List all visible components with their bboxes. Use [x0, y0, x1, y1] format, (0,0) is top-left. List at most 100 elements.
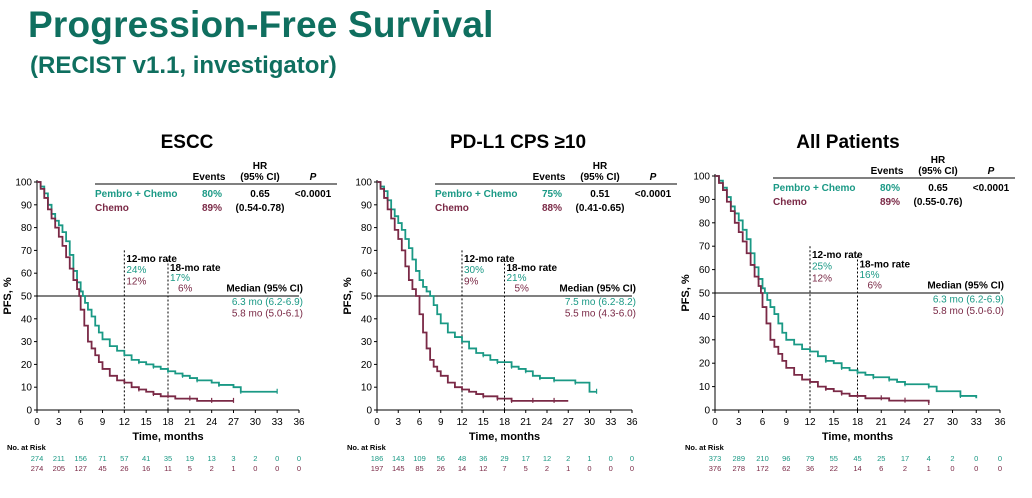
- rate12-label: 12-mo rate: [812, 250, 863, 261]
- risk-chemo-value: 1: [566, 464, 570, 473]
- y-tick-label: 20: [699, 359, 711, 370]
- ci-header: (95% CI): [918, 166, 957, 177]
- y-tick-label: 90: [21, 200, 33, 211]
- risk-chemo-value: 0: [587, 464, 591, 473]
- events-chemo: 88%: [542, 203, 562, 214]
- events-chemo: 89%: [202, 203, 222, 214]
- risk-chemo-value: 22: [830, 464, 838, 473]
- median-header: Median (95% CI): [927, 280, 1004, 291]
- x-tick-label: 6: [417, 417, 423, 428]
- rate18-pembro: 17%: [170, 273, 190, 284]
- x-tick-label: 36: [293, 417, 305, 428]
- x-tick-label: 30: [584, 417, 596, 428]
- km-curve-pembro: [715, 175, 978, 399]
- risk-chemo-value: 0: [974, 464, 978, 473]
- y-tick-label: 20: [361, 360, 373, 371]
- y-tick-label: 100: [693, 172, 710, 183]
- y-tick-label: 100: [15, 178, 32, 189]
- median-header: Median (95% CI): [559, 283, 636, 294]
- risk-chemo-value: 0: [630, 464, 634, 473]
- median-chemo: 5.8 mo (5.0-6.1): [232, 309, 303, 320]
- risk-pembro-value: 41: [142, 454, 150, 463]
- risk-chemo-value: 0: [253, 464, 257, 473]
- risk-chemo-value: 0: [297, 464, 301, 473]
- rate12-label: 12-mo rate: [464, 254, 515, 265]
- x-tick-label: 6: [760, 417, 766, 428]
- y-tick-label: 60: [361, 269, 373, 280]
- p-value: <0.0001: [295, 189, 332, 200]
- y-tick-label: 70: [21, 246, 33, 257]
- risk-chemo-value: 127: [74, 464, 87, 473]
- x-tick-label: 3: [56, 417, 62, 428]
- risk-pembro-value: 55: [830, 454, 838, 463]
- risk-pembro-value: 0: [275, 454, 279, 463]
- y-tick-label: 30: [21, 337, 33, 348]
- risk-chemo-value: 45: [98, 464, 106, 473]
- x-tick-label: 6: [78, 417, 84, 428]
- legend-pembro: Pembro + Chemo: [773, 183, 856, 194]
- ci-header: (95% CI): [240, 172, 279, 183]
- rate12-pembro: 25%: [812, 262, 832, 273]
- risk-pembro-value: 0: [998, 454, 1002, 463]
- p-header: P: [988, 166, 995, 177]
- page-title: Progression-Free Survival: [28, 4, 494, 45]
- risk-pembro-value: 373: [709, 454, 722, 463]
- x-tick-label: 27: [228, 417, 240, 428]
- y-tick-label: 60: [699, 265, 711, 276]
- risk-chemo-value: 197: [371, 464, 384, 473]
- events-pembro: 80%: [880, 183, 900, 194]
- risk-pembro-value: 0: [609, 454, 613, 463]
- y-tick-label: 90: [699, 195, 711, 206]
- rate12-pembro: 30%: [464, 265, 484, 276]
- events-header: Events: [871, 166, 904, 177]
- risk-pembro-value: 56: [437, 454, 445, 463]
- risk-chemo-value: 5: [524, 464, 528, 473]
- y-tick-label: 60: [21, 269, 33, 280]
- risk-pembro-value: 210: [756, 454, 769, 463]
- risk-chemo-value: 5: [188, 464, 192, 473]
- y-tick-label: 40: [699, 312, 711, 323]
- risk-chemo-value: 376: [709, 464, 722, 473]
- y-axis-label: PFS, %: [342, 277, 354, 315]
- y-tick-label: 30: [361, 337, 373, 348]
- x-tick-label: 27: [563, 417, 575, 428]
- hr-ci-value: (0.54-0.78): [236, 203, 285, 214]
- rate12-chemo: 12%: [126, 277, 146, 288]
- events-chemo: 89%: [880, 197, 900, 208]
- risk-chemo-value: 62: [782, 464, 790, 473]
- y-tick-label: 80: [699, 218, 711, 229]
- x-axis-label: Time, months: [132, 431, 203, 443]
- y-tick-label: 100: [355, 178, 372, 189]
- p-value: <0.0001: [635, 189, 672, 200]
- y-tick-label: 80: [361, 223, 373, 234]
- y-tick-label: 30: [699, 335, 711, 346]
- x-tick-label: 12: [804, 417, 816, 428]
- y-tick-label: 40: [361, 314, 373, 325]
- risk-pembro-value: 48: [458, 454, 466, 463]
- chart-title: All Patients: [796, 132, 899, 153]
- x-tick-label: 18: [499, 417, 511, 428]
- risk-pembro-value: 36: [479, 454, 487, 463]
- km-curve-pembro: [37, 181, 278, 393]
- rate18-chemo: 6%: [868, 280, 883, 291]
- y-tick-label: 0: [26, 406, 32, 417]
- p-header: P: [310, 172, 317, 183]
- y-tick-label: 50: [699, 289, 711, 300]
- x-axis-label: Time, months: [822, 431, 893, 443]
- median-pembro: 6.3 mo (6.2-6.9): [232, 297, 303, 308]
- risk-pembro-value: 186: [371, 454, 384, 463]
- x-tick-label: 21: [876, 417, 888, 428]
- legend-chemo: Chemo: [95, 203, 129, 214]
- risk-pembro-value: 274: [31, 454, 44, 463]
- hr-header: HR: [253, 161, 268, 172]
- y-tick-label: 50: [21, 292, 33, 303]
- x-tick-label: 21: [184, 417, 196, 428]
- risk-pembro-value: 4: [927, 454, 931, 463]
- risk-pembro-value: 13: [207, 454, 215, 463]
- x-tick-label: 15: [478, 417, 490, 428]
- x-tick-label: 30: [947, 417, 959, 428]
- risk-chemo-value: 26: [437, 464, 445, 473]
- y-tick-label: 10: [699, 382, 711, 393]
- legend-pembro: Pembro + Chemo: [95, 189, 178, 200]
- median-header: Median (95% CI): [226, 283, 303, 294]
